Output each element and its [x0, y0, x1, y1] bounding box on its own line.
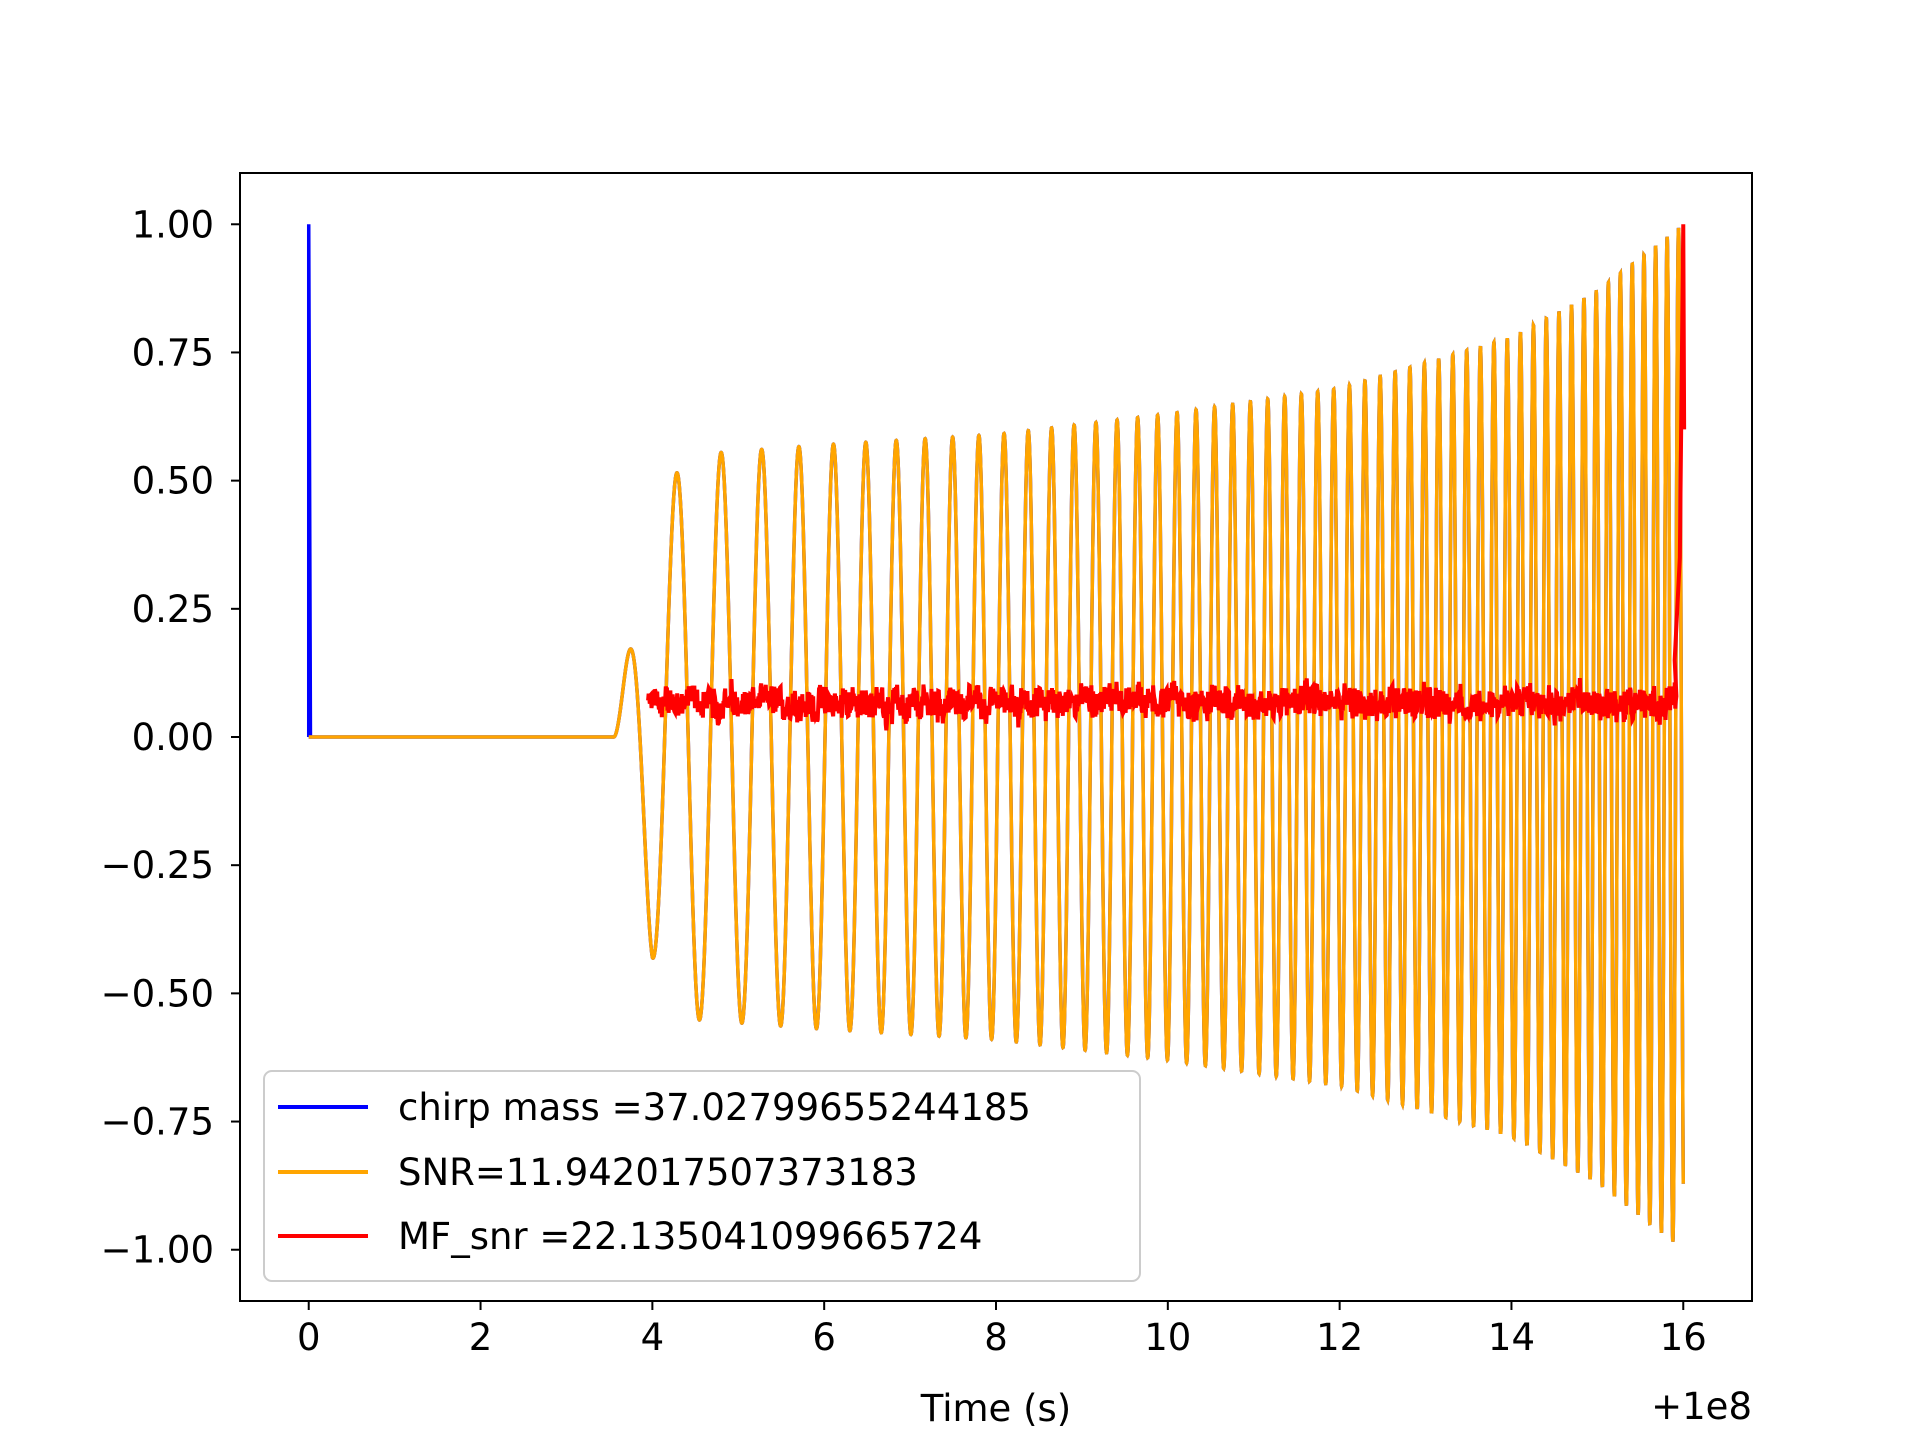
y-tick-label: −0.25: [101, 844, 214, 887]
x-axis-label: Time (s): [920, 1387, 1071, 1430]
y-tick-label: 1.00: [132, 203, 214, 246]
y-tick-label: −0.50: [101, 972, 214, 1015]
y-tick-label: −0.75: [101, 1101, 214, 1144]
x-tick-label: 16: [1660, 1316, 1707, 1359]
x-tick-label: 12: [1316, 1316, 1363, 1359]
x-tick-label: 14: [1488, 1316, 1535, 1359]
plot-area: [306, 224, 1687, 1243]
x-axis-ticks: 0 2 4 6 8 10 12 14 16: [297, 1301, 1707, 1359]
legend-label: chirp mass =37.02799655244185: [398, 1086, 1031, 1129]
y-tick-label: −1.00: [101, 1229, 214, 1272]
y-axis-ticks: 1.00 0.75 0.50 0.25 0.00 −0.25 −0.50 −0.75 −1.00: [101, 203, 240, 1272]
legend-label: SNR=11.942017507373183: [398, 1151, 918, 1194]
x-tick-label: 4: [641, 1316, 665, 1359]
legend-label: MF_snr =22.135041099665724: [398, 1215, 982, 1258]
x-axis-offset-label: +1e8: [1651, 1385, 1752, 1428]
x-tick-label: 10: [1144, 1316, 1191, 1359]
y-tick-label: 0.00: [132, 716, 214, 759]
legend-box: [263, 1070, 1141, 1282]
series-line-mf-snr: [646, 224, 1687, 731]
legend: chirp mass =37.02799655244185 SNR=11.9420…: [263, 1070, 1141, 1282]
x-tick-label: 8: [984, 1316, 1008, 1359]
x-tick-label: 0: [297, 1316, 321, 1359]
x-tick-label: 2: [469, 1316, 493, 1359]
y-tick-label: 0.75: [132, 331, 214, 374]
y-tick-label: 0.50: [132, 460, 214, 503]
y-tick-label: 0.25: [132, 588, 214, 631]
series-line-snr: [308, 227, 1686, 1243]
x-tick-label: 6: [812, 1316, 836, 1359]
